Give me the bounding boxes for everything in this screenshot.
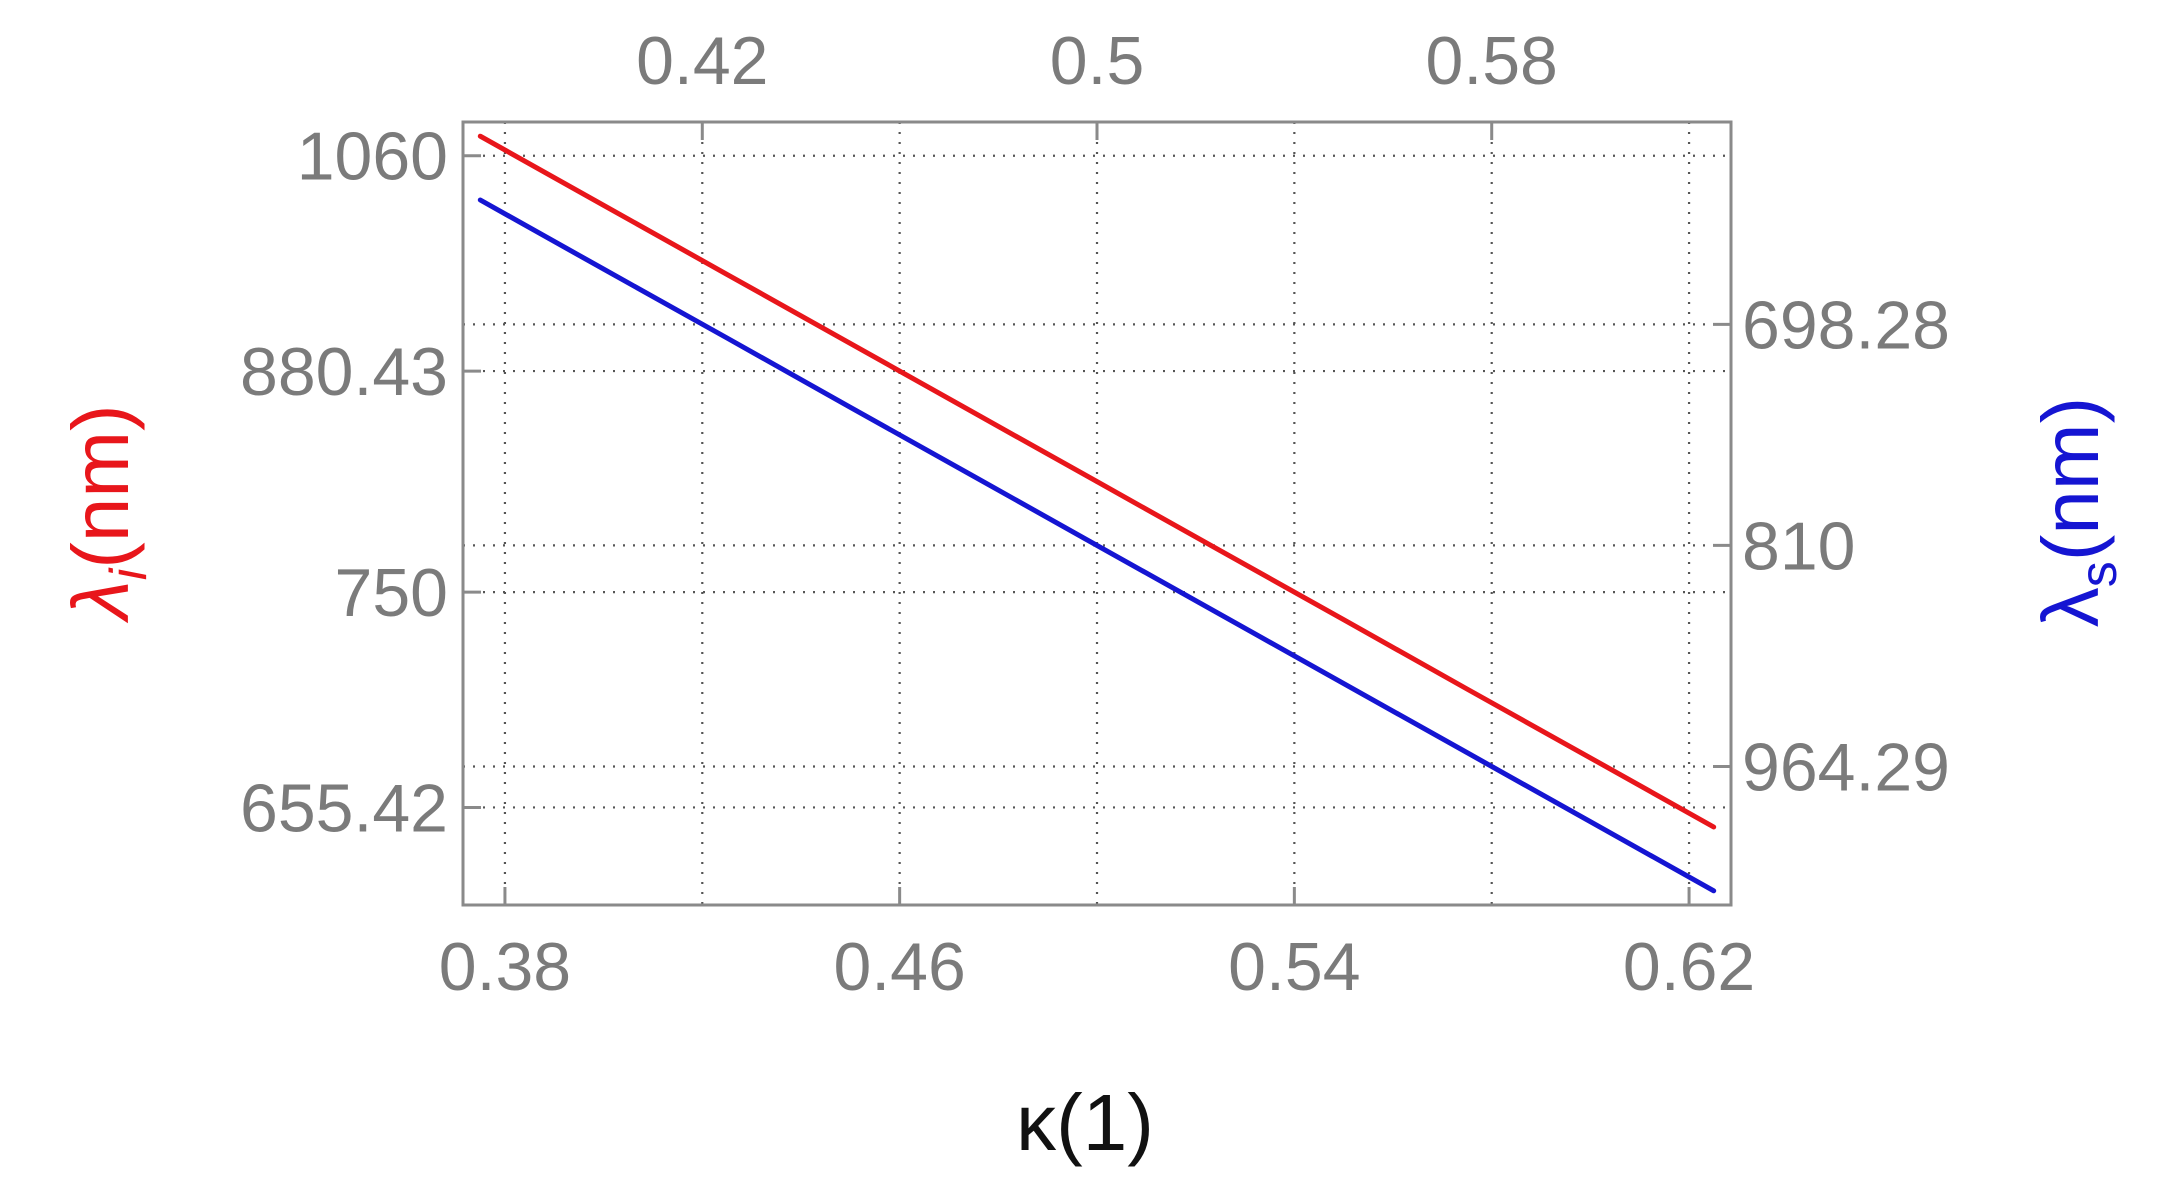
right-axis-subscript: s [2070, 561, 2128, 587]
tick-label-bottom: 0.62 [1623, 929, 1755, 1005]
tick-label-top: 0.42 [636, 23, 768, 99]
grid-lines [463, 122, 1731, 905]
series-line-lambda-s [477, 197, 1717, 894]
series-line-lambda-i [477, 133, 1717, 830]
series-layer [477, 133, 1717, 894]
left-axis-unit: (nm) [56, 404, 145, 568]
right-axis-symbol: λ [2026, 587, 2115, 627]
left-axis-symbol: λ [56, 580, 145, 623]
tick-label-left: 1060 [297, 119, 448, 195]
tick-label-left: 750 [335, 555, 448, 631]
right-axis-title: λs(nm) [2026, 397, 2128, 627]
tick-label-bottom: 0.46 [833, 929, 965, 1005]
tick-label-right: 698.28 [1742, 287, 1950, 363]
tick-label-left: 880.43 [240, 334, 448, 410]
tick-label-top: 0.58 [1426, 23, 1558, 99]
tick-labels: 0.38 0.46 0.54 0.62 0.42 0.5 0.58 1060 880.43 750… [240, 23, 1950, 1005]
x-axis-title: κ(1) [1016, 1078, 1154, 1167]
tick-label-right: 810 [1742, 508, 1855, 584]
tick-label-bottom: 0.38 [439, 929, 571, 1005]
tick-marks [463, 122, 1731, 905]
right-axis-unit: (nm) [2026, 397, 2115, 561]
left-axis-subscript: i [100, 567, 158, 580]
tick-label-left: 655.42 [240, 770, 448, 846]
tick-label-right: 964.29 [1742, 729, 1950, 805]
left-axis-title: λi(nm) [56, 404, 158, 623]
tick-label-bottom: 0.54 [1228, 929, 1360, 1005]
tick-label-top: 0.5 [1050, 23, 1145, 99]
